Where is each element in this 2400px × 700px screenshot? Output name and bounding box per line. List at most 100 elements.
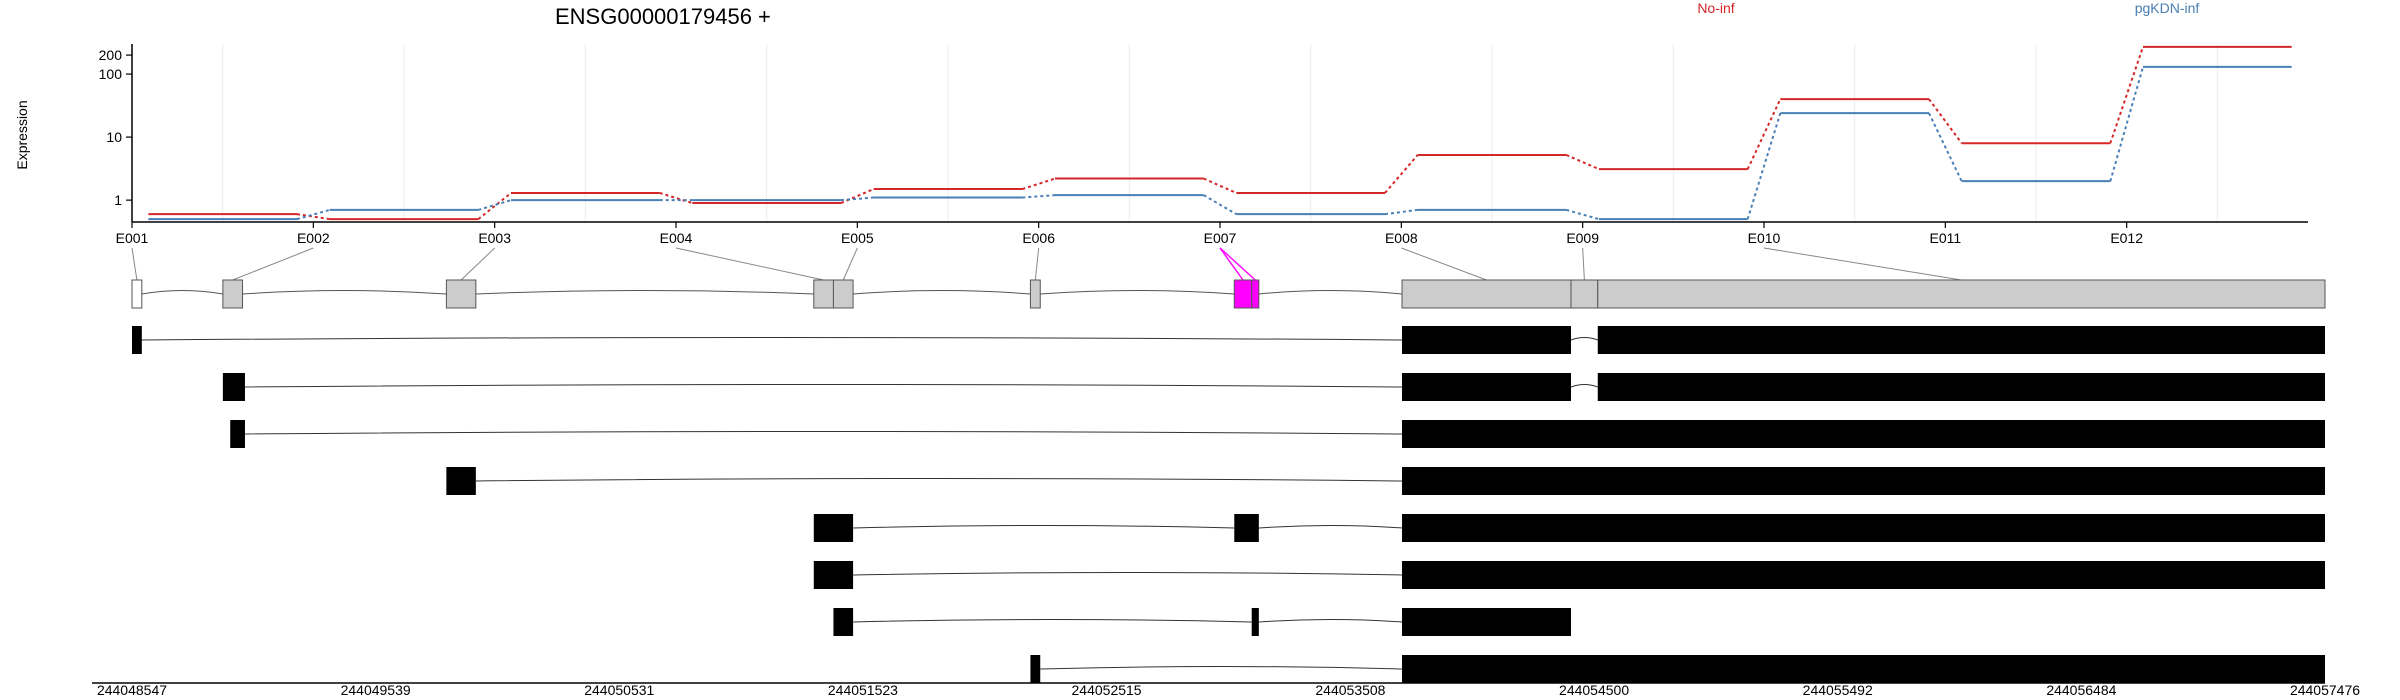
exon-bin-E004-3	[813, 279, 834, 309]
intron-2	[475, 290, 814, 295]
x-tick-label-E012: E012	[2110, 230, 2143, 246]
series-No-inf-link-E009	[1746, 98, 1782, 170]
x-tick-label-E007: E007	[1204, 230, 1237, 246]
exon-bin-E003-2	[445, 279, 477, 309]
x-tick-label-E006: E006	[1022, 230, 1055, 246]
exon-bin-E007-7	[1251, 279, 1260, 309]
exon-connectors	[131, 247, 1962, 281]
transcript-5-exon-1	[1234, 514, 1259, 542]
transcript-7-exon-1	[1251, 608, 1259, 636]
x-tick-label-E003: E003	[478, 230, 511, 246]
transcript-6	[813, 561, 2325, 589]
genomic-axis: 244048547 244049539 244050531 244051523 2440…	[92, 682, 2360, 698]
x-tick-label-E010: E010	[1748, 230, 1781, 246]
series-pgKDN-inf	[148, 65, 2292, 221]
intron-7	[1258, 290, 1403, 295]
x-tick-label-E001: E001	[116, 230, 149, 246]
series-No-inf-link-E003	[659, 192, 693, 204]
series-No-inf-link-E011	[2109, 46, 2144, 144]
grid-lines	[222, 44, 2218, 222]
series-No-inf-link-E007	[1384, 154, 1419, 194]
y-tick-label-10: 10	[106, 129, 122, 145]
exon-bin-E009-9	[1570, 279, 1599, 309]
genomic-tick-244053508: 244053508	[1315, 682, 1385, 698]
transcript-7	[833, 608, 1571, 636]
transcript-5-exon-2	[1402, 514, 2325, 542]
intron-5	[1040, 290, 1235, 295]
transcript-2-intron-1	[1570, 384, 1598, 388]
transcript-8	[1030, 655, 2325, 683]
gene-model	[131, 279, 2326, 309]
series-No-inf-link-E001	[296, 213, 330, 221]
genomic-tick-244051523: 244051523	[828, 682, 898, 698]
series-pgKDN-inf-link-E004	[840, 196, 874, 202]
genomic-tick-244050531: 244050531	[584, 682, 654, 698]
connector-E010-10	[1763, 247, 1962, 281]
transcript-1-exon-0	[132, 326, 142, 354]
series-No-inf-link-E008	[1565, 154, 1600, 171]
transcript-1	[132, 326, 2325, 354]
transcript-6-intron-0	[853, 572, 1403, 576]
genomic-tick-244052515: 244052515	[1072, 682, 1142, 698]
x-tick-label-E011: E011	[1929, 230, 1961, 246]
x-tick-label-E005: E005	[841, 230, 874, 246]
exon-bin-E001-0	[131, 279, 143, 309]
series-pgKDN-inf-link-E002	[478, 199, 512, 211]
transcript-5-intron-0	[853, 525, 1235, 529]
transcript-5-intron-1	[1258, 525, 1403, 529]
transcript-5-exon-0	[813, 514, 854, 542]
transcript-2-exon-0	[222, 373, 245, 401]
transcript-3-exon-1	[1402, 420, 2325, 448]
exon-bin-E008-8	[1401, 279, 1572, 309]
connector-E006-5	[1034, 247, 1040, 281]
transcript-7-intron-0	[853, 619, 1252, 623]
series-pgKDN-inf-link-E010	[1928, 112, 1963, 182]
y-axis: 1 10 100 200	[99, 44, 133, 222]
y-tick-label-200: 200	[99, 47, 123, 63]
transcript-5	[813, 514, 2325, 542]
connector-E005-4	[842, 247, 858, 281]
y-axis-label: Expression	[14, 100, 30, 169]
y-tick-label-100: 100	[99, 66, 123, 82]
legend-no-inf: No-inf	[1697, 0, 1734, 16]
transcript-4-exon-0	[446, 467, 476, 495]
transcript-1-intron-1	[1570, 337, 1598, 341]
connector-E008-8	[1401, 247, 1487, 281]
transcript-4	[446, 467, 2325, 495]
transcript-7-exon-2	[1402, 608, 1571, 636]
series-No-inf-link-E005	[1022, 177, 1056, 190]
transcript-6-exon-1	[1402, 561, 2325, 589]
intron-0	[141, 290, 223, 295]
x-tick-label-E008: E008	[1385, 230, 1418, 246]
exon-bin-E002-1	[222, 279, 244, 309]
genomic-tick-244055492: 244055492	[1803, 682, 1873, 698]
connector-E007-6	[1219, 247, 1244, 281]
genomic-tick-244054500: 244054500	[1559, 682, 1629, 698]
y-tick-label-1: 1	[114, 192, 122, 208]
x-tick-label-E004: E004	[660, 230, 693, 246]
transcript-8-intron-0	[1040, 666, 1403, 670]
legend-pgkdn-inf: pgKDN-inf	[2135, 0, 2200, 16]
intron-4	[853, 290, 1031, 295]
series-pgKDN-inf-link-E001	[296, 208, 330, 221]
transcript-4-exon-1	[1402, 467, 2325, 495]
x-tick-label-E009: E009	[1566, 230, 1599, 246]
series-pgKDN-inf-link-E005	[1022, 194, 1056, 199]
transcript-2-exon-2	[1597, 373, 2325, 401]
transcript-7-exon-0	[833, 608, 854, 636]
transcript-3-exon-0	[230, 420, 245, 448]
connector-E003-2	[460, 247, 496, 281]
connector-E002-1	[232, 247, 314, 281]
series-No-inf-link-E010	[1928, 98, 1963, 144]
transcript-2	[222, 373, 2325, 401]
connector-E007-7	[1219, 247, 1256, 281]
genomic-tick-244049539: 244049539	[341, 682, 411, 698]
intron-1	[242, 290, 447, 295]
transcript-3-intron-0	[244, 431, 1403, 435]
transcript-1-exon-2	[1597, 326, 2325, 354]
chart-title: ENSG00000179456 +	[555, 4, 771, 29]
connector-E004-3	[675, 247, 824, 281]
genomic-tick-244056484: 244056484	[2046, 682, 2116, 698]
x-tick-label-E002: E002	[297, 230, 330, 246]
